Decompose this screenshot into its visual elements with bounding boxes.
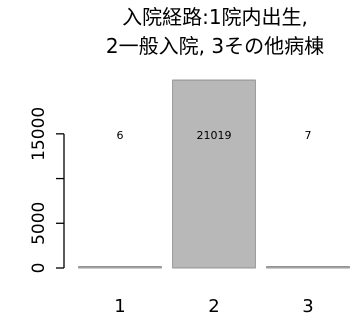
y-tick-label: 5000 xyxy=(29,202,49,245)
y-tick-label: 15000 xyxy=(29,107,49,161)
y-tick-label: 0 xyxy=(29,263,49,274)
x-tick-label-1: 1 xyxy=(114,296,125,317)
bar-3 xyxy=(266,266,350,269)
data-label-2: 21019 xyxy=(197,129,232,142)
x-tick-label-3: 3 xyxy=(302,296,313,317)
chart-title-line-1: 入院経路:1院内出生, xyxy=(122,5,308,29)
x-tick-label-2: 2 xyxy=(208,296,219,317)
data-label-1: 6 xyxy=(117,129,124,142)
bar-1 xyxy=(78,266,162,269)
x-axis-ticks: 1 2 3 xyxy=(114,296,313,317)
chart-title-line-2: 2一般入院, 3その他病棟 xyxy=(106,34,324,58)
y-axis: 0 5000 15000 xyxy=(29,107,65,274)
data-label-3: 7 xyxy=(305,129,312,142)
bars xyxy=(78,79,350,269)
data-labels: 6 21019 7 xyxy=(117,129,312,142)
bar-2 xyxy=(172,79,256,269)
